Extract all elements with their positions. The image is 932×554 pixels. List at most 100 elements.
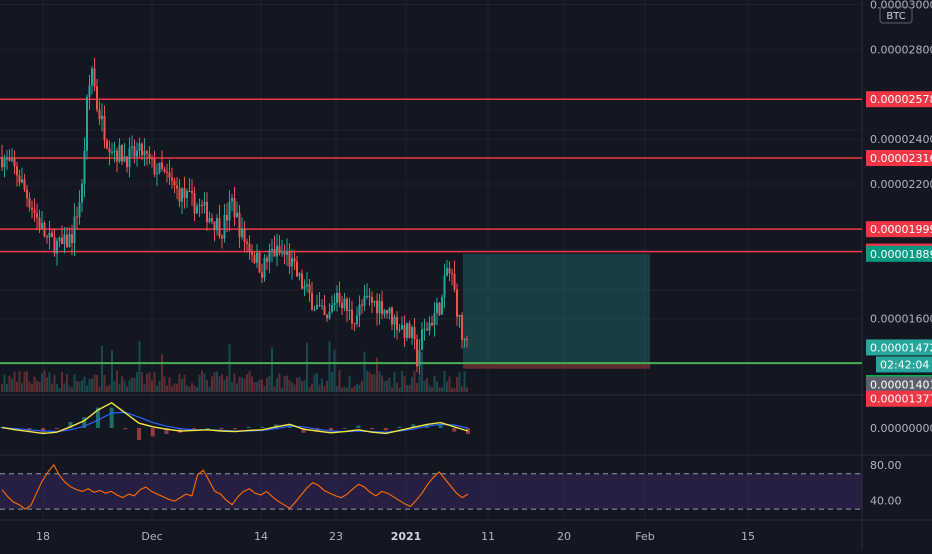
- candle-body: [78, 202, 81, 218]
- volume-bar: [278, 373, 281, 392]
- volume-bar: [208, 386, 211, 392]
- candle-body: [446, 268, 448, 276]
- candle-body: [216, 218, 218, 231]
- volume-bar: [93, 374, 96, 392]
- volume-bar: [356, 383, 358, 392]
- volume-bar: [101, 345, 103, 392]
- volume-bar: [106, 386, 108, 392]
- horizontal-lines[interactable]: [0, 98, 862, 365]
- candle-body: [361, 304, 363, 306]
- candle-body: [263, 257, 266, 278]
- candle-body: [268, 250, 271, 262]
- candle-body: [66, 234, 68, 248]
- long-position-box[interactable]: [463, 253, 650, 369]
- candle-body: [168, 172, 171, 178]
- candle-body: [351, 309, 353, 324]
- candle-body: [308, 284, 311, 294]
- candle-body: [171, 177, 173, 181]
- candle-body: [418, 349, 421, 367]
- candle-body: [408, 323, 411, 338]
- candle-body: [218, 218, 221, 237]
- volume-bar: [68, 386, 71, 392]
- candle-body: [353, 323, 356, 325]
- candle-body: [143, 151, 146, 156]
- volume-bar: [23, 371, 26, 392]
- x-tick-label-7: Feb: [635, 530, 654, 543]
- macd-histogram-bar: [438, 424, 443, 428]
- stop-price-tag-label: 0.00001377: [870, 393, 932, 406]
- candle-body: [306, 284, 308, 287]
- candle-body: [296, 261, 298, 277]
- line-price-tag-2-label: 0.00001999: [870, 223, 932, 236]
- volume-bar: [213, 372, 216, 392]
- position-target-zone[interactable]: [463, 253, 650, 364]
- volume-bar: [378, 371, 381, 392]
- candle-body: [341, 302, 343, 309]
- candle-body: [141, 143, 143, 156]
- macd-histogram-bar: [191, 428, 196, 430]
- macd-histogram-bar: [301, 428, 306, 433]
- candle-body: [91, 68, 93, 86]
- volume-bar: [216, 371, 218, 392]
- volume-bar: [191, 383, 193, 392]
- macd-histogram-bar: [219, 428, 224, 430]
- candle-body: [221, 236, 223, 239]
- time-axis[interactable]: 18 Dec 14 23 2021 11 20 Feb 15: [36, 530, 755, 543]
- candle-body: [401, 325, 403, 330]
- line-price-tag-1[interactable]: [866, 150, 932, 166]
- volume-bar: [443, 370, 446, 392]
- volume-bar: [151, 380, 153, 392]
- macd-histogram-bar: [370, 428, 375, 430]
- volume-bar: [176, 383, 178, 392]
- macd-histogram-bar: [109, 407, 114, 428]
- candle-body: [336, 292, 338, 303]
- candle-body: [386, 309, 388, 314]
- currency-badge[interactable]: [879, 6, 913, 24]
- candle-body: [116, 150, 118, 162]
- candle-body: [1, 157, 3, 168]
- candle-body: [316, 304, 318, 310]
- volume-bar: [393, 372, 396, 392]
- candle-body: [396, 316, 398, 331]
- macd-histogram-bar: [82, 417, 87, 428]
- volume-bar: [201, 370, 203, 392]
- x-tick-label-4: 2021: [391, 530, 422, 543]
- y-tick-label-0: 0.00003000: [870, 0, 932, 11]
- volume-bar: [328, 341, 331, 392]
- volume-bar: [238, 376, 241, 392]
- volume-bar: [6, 383, 8, 392]
- candle-body: [358, 304, 361, 316]
- candle-body: [276, 245, 278, 257]
- candle-body: [3, 159, 6, 168]
- volume-bar: [168, 377, 171, 392]
- candle-body: [241, 228, 243, 237]
- low-price-tag[interactable]: [866, 376, 932, 393]
- volume-bar: [248, 371, 251, 392]
- candle-body: [261, 272, 263, 278]
- candle-body: [11, 159, 13, 161]
- macd-histogram-bar: [452, 428, 457, 432]
- volume-bar: [136, 372, 138, 392]
- stop-price-tag[interactable]: [866, 390, 932, 407]
- price-axis[interactable]: 0.00003000 0.00002800 0.00002400 0.00002200…: [866, 0, 932, 407]
- volume-bar: [321, 378, 323, 392]
- candle-body: [398, 329, 401, 331]
- candle-body: [126, 156, 128, 168]
- candle-body: [83, 150, 86, 184]
- line-price-tag-2[interactable]: [866, 221, 932, 238]
- macd-histogram-bar: [95, 407, 100, 428]
- candle-body: [323, 305, 326, 316]
- volume-bar: [233, 373, 236, 392]
- position-stop-zone[interactable]: [463, 363, 650, 369]
- last-price-tag[interactable]: [866, 339, 932, 356]
- target-price-tag[interactable]: [866, 245, 932, 262]
- volume-bar: [46, 377, 48, 392]
- volume-bar: [366, 370, 368, 392]
- volume-bar: [271, 347, 273, 392]
- volume-bar: [273, 386, 276, 392]
- candle-body: [346, 298, 348, 312]
- y-tick-label-3: 0.00002200: [870, 178, 932, 191]
- candle-body: [6, 158, 8, 160]
- line-price-tag-0[interactable]: [866, 91, 932, 108]
